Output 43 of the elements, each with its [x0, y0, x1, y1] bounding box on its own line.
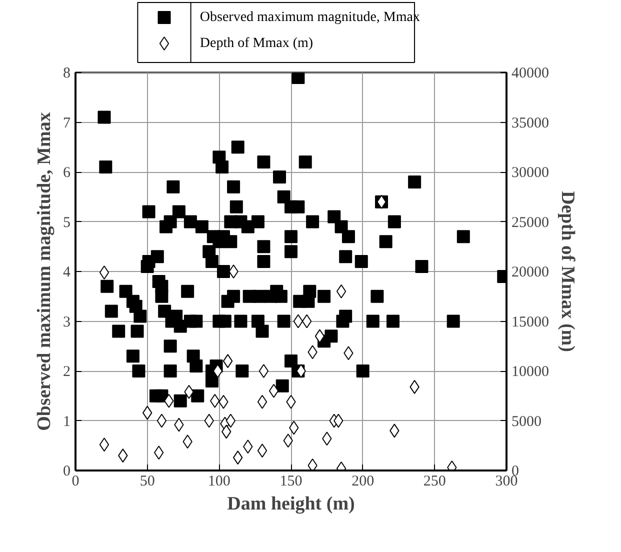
y-axis-title: Observed maximum magnitude, Mmax	[34, 112, 55, 431]
x-tick-label: 150	[280, 474, 302, 490]
y-tick-label: 4	[63, 264, 71, 280]
x-tick-label: 250	[423, 474, 446, 490]
point	[258, 364, 269, 378]
point	[156, 414, 167, 428]
y-tick-label: 0	[63, 464, 70, 480]
y-tick-label: 7	[63, 115, 71, 132]
y-tick-label: 6	[63, 165, 71, 181]
point	[99, 438, 110, 452]
point	[308, 458, 318, 470]
y2-tick-label: 20000	[512, 264, 549, 280]
x-tick-label: 200	[352, 474, 374, 490]
y-tick-label: 2	[63, 364, 70, 380]
y-tick-label: 8	[63, 66, 70, 82]
x-tick-label: 50	[140, 474, 155, 490]
y2-tick-label: 15000	[512, 314, 549, 330]
point	[336, 284, 346, 298]
point	[302, 314, 312, 328]
point	[222, 354, 233, 368]
point	[228, 264, 238, 278]
y-tick-label: 3	[63, 314, 70, 330]
y2-tick-label: 35000	[512, 115, 549, 132]
x-axis-title: Dam height (m)	[227, 494, 355, 514]
point	[257, 394, 268, 409]
y2-tick-label: 25000	[512, 214, 549, 231]
y2-tick-label: 40000	[512, 66, 549, 82]
x-tick-label: 100	[208, 474, 230, 490]
y-tick-label: 1	[63, 414, 70, 430]
point	[154, 446, 164, 460]
point	[99, 265, 110, 280]
y2-axis-title: Depth of Mmax (m)	[557, 191, 578, 352]
y2-tick-label: 10000	[512, 364, 549, 380]
y-tick-label: 5	[63, 214, 70, 231]
point	[268, 384, 279, 398]
point	[314, 329, 325, 344]
point	[257, 444, 268, 458]
y2-tick-label: 5000	[512, 414, 542, 430]
point	[212, 364, 223, 378]
point	[296, 364, 306, 378]
legend-label: Depth of Mmax (m)	[200, 36, 314, 51]
y2-tick-label: 30000	[512, 165, 549, 181]
point	[293, 314, 304, 328]
